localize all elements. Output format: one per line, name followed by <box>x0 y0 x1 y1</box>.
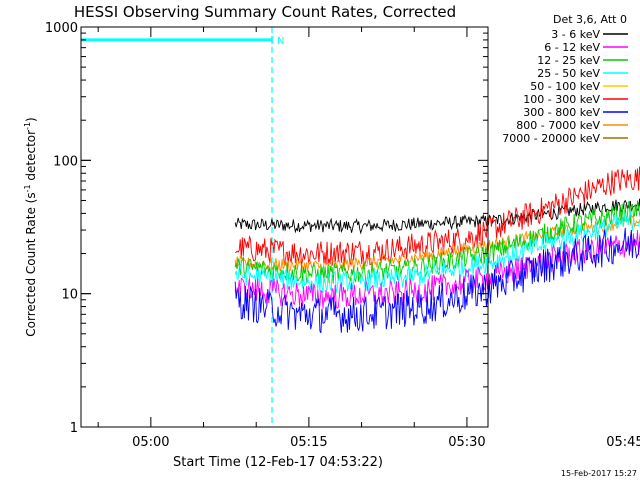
legend-label: 50 - 100 keV <box>530 80 600 93</box>
x-tick-label: 05:15 <box>290 435 327 450</box>
x-tick-label: 05:00 <box>132 435 169 450</box>
y-tick-label: 100 <box>53 154 78 169</box>
legend-label: 300 - 800 keV <box>523 106 600 119</box>
legend-label: 25 - 50 keV <box>537 67 600 80</box>
series-line-6 <box>234 227 640 334</box>
plot-frame <box>80 26 489 428</box>
series-line-3 <box>234 200 640 284</box>
legend-label: 7000 - 20000 keV <box>502 132 600 145</box>
y-tick-label: 10 <box>61 288 78 303</box>
x-tick-label: 05:45 <box>606 435 640 450</box>
x-axis-label: Start Time (12-Feb-17 04:53:22) <box>173 455 383 470</box>
legend-header: Det 3,6, Att 0 <box>553 13 627 26</box>
legend-label: 3 - 6 keV <box>551 28 600 41</box>
chart-title: HESSI Observing Summary Count Rates, Cor… <box>74 3 456 21</box>
y-axis-label: Corrected Count Rate (s-1 detector-1) <box>23 117 38 336</box>
legend-label: 12 - 25 keV <box>537 54 600 67</box>
legend-label: 800 - 7000 keV <box>516 119 600 132</box>
attenuator-label: N <box>277 36 284 47</box>
legend-label: 100 - 300 keV <box>523 93 600 106</box>
legend-label: 6 - 12 keV <box>544 41 600 54</box>
series-line-2 <box>234 213 640 275</box>
y-tick-label: 1 <box>70 421 78 436</box>
series-line-4 <box>234 211 640 293</box>
x-tick-label: 05:30 <box>448 435 485 450</box>
series-line-5 <box>234 229 640 309</box>
series-line-1 <box>234 166 640 266</box>
y-tick-label: 1000 <box>45 21 78 36</box>
plot-area: N <box>81 27 640 427</box>
y-axis: 1 10 100 1000 <box>45 21 488 436</box>
footer-timestamp: 15-Feb-2017 15:27 <box>561 469 637 478</box>
